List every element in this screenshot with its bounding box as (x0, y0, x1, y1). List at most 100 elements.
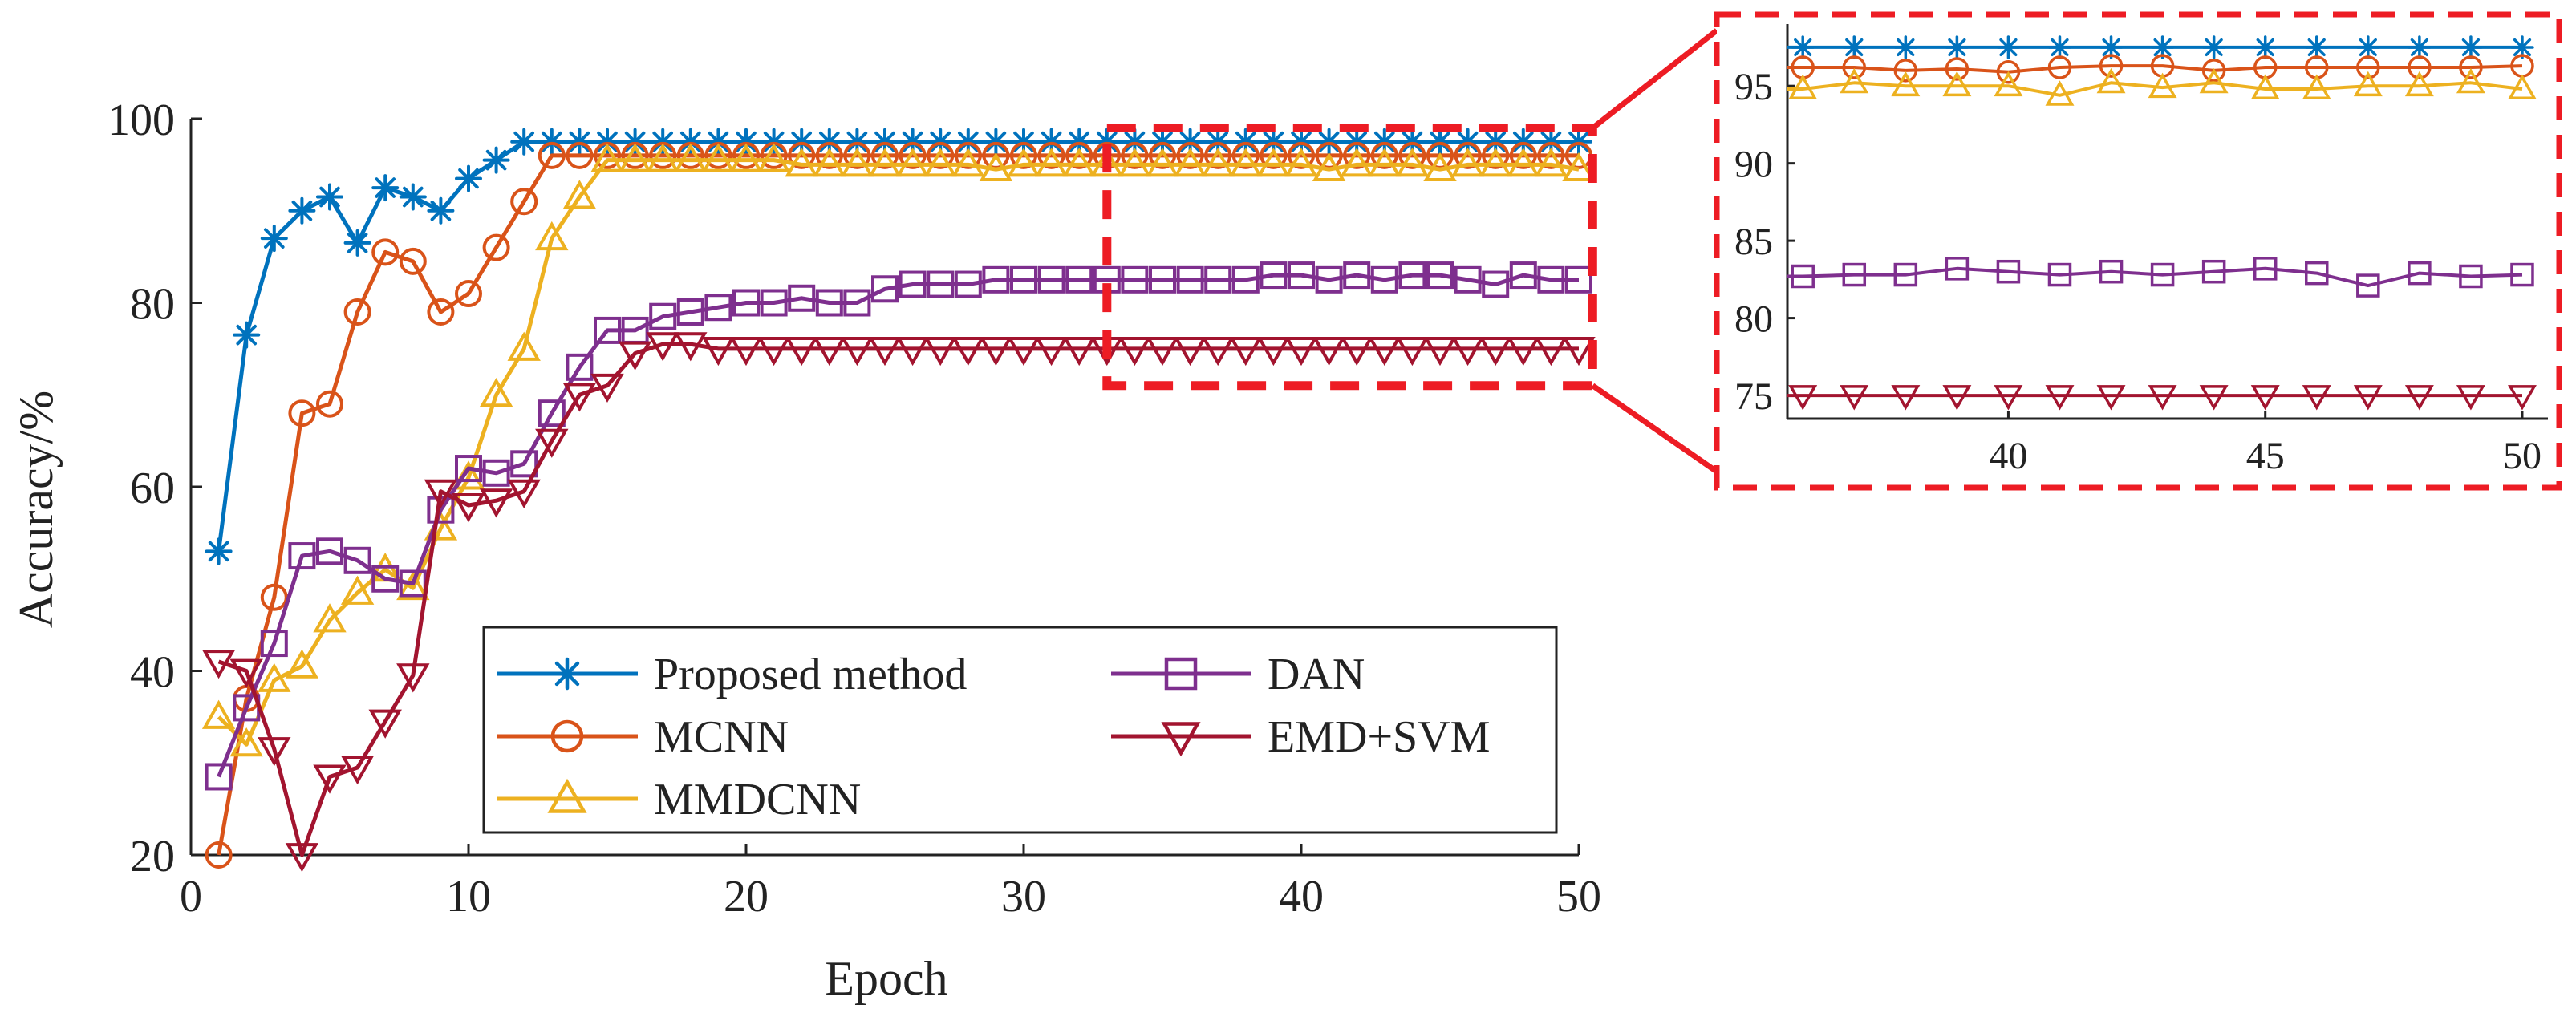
inset-data-point (1788, 385, 1818, 411)
inset-data-point (2201, 35, 2226, 59)
data-point (1149, 141, 1176, 169)
y-axis-label: Accuracy/% (10, 391, 63, 628)
data-point (535, 428, 569, 458)
data-point (757, 143, 791, 172)
data-point (1398, 261, 1426, 290)
data-point (1398, 141, 1426, 169)
inset-data-point (2508, 74, 2537, 99)
data-point (1146, 336, 1179, 367)
legend-box (482, 626, 1558, 834)
main-x-tick-label: 40 (1279, 872, 1324, 922)
main-axes (189, 117, 1580, 857)
inset-data-point (1842, 262, 1867, 287)
inset-data-point (2404, 385, 2434, 411)
inset-data-point (2459, 264, 2483, 289)
data-point (260, 583, 288, 611)
data-point (868, 336, 902, 367)
data-point (1173, 148, 1207, 177)
inset-data-point (2045, 385, 2075, 411)
data-point (510, 128, 538, 156)
data-point (1010, 141, 1037, 169)
data-point (1201, 148, 1235, 177)
inset-data-point (2459, 55, 2483, 79)
data-point (618, 341, 652, 371)
inset-series-mmdcnn (1787, 67, 2537, 106)
data-point (871, 275, 899, 303)
data-point (1537, 265, 1565, 294)
data-point (1343, 261, 1371, 290)
data-point (1065, 141, 1093, 169)
zoom-connector-top (1591, 28, 1719, 131)
inset-data-point (1942, 385, 1972, 411)
data-point (674, 143, 708, 172)
legend-item-emd-svm: EMD+SVM (1111, 712, 1490, 762)
data-point (979, 336, 1013, 367)
inset-data-point (2201, 59, 2226, 83)
inset-data-point (2045, 80, 2075, 106)
inset-data-point (1788, 74, 1818, 99)
data-point (701, 336, 736, 367)
data-point (258, 737, 291, 767)
data-point (899, 270, 927, 298)
data-point (813, 336, 846, 367)
data-point (1256, 336, 1291, 367)
inset-y-tick-label: 75 (1734, 375, 1773, 418)
data-point (538, 128, 566, 156)
inset-data-point (2508, 385, 2537, 411)
inset-series-line-dan (1787, 266, 2523, 288)
data-point (368, 709, 402, 739)
inset-data-point (1994, 385, 2023, 411)
data-point (510, 450, 538, 478)
data-point (288, 542, 316, 570)
inset-y-tick-label: 85 (1734, 221, 1773, 263)
data-point (258, 662, 291, 692)
data-point (1315, 265, 1343, 294)
data-point (201, 650, 236, 679)
inset-data-point (1842, 35, 1867, 59)
data-point (843, 289, 871, 317)
data-point (899, 128, 927, 156)
main-y-tick-label: 20 (130, 832, 175, 881)
inset-data-point (1893, 35, 1918, 59)
data-point (1340, 148, 1373, 177)
inset-data-point (2353, 71, 2383, 97)
inset-data-point (2250, 385, 2280, 411)
data-point (813, 148, 846, 177)
data-point (1204, 265, 1232, 294)
inset-data-point (2459, 35, 2483, 59)
inset-data-point (1893, 59, 1918, 83)
inset-series-proposed-method (1787, 35, 2534, 59)
data-point (1368, 336, 1402, 367)
data-point (1229, 336, 1263, 367)
data-point (479, 488, 513, 518)
legend-label: EMD+SVM (1268, 712, 1490, 762)
series-proposed-method (205, 128, 1592, 565)
inset-data-point (1994, 71, 2023, 97)
data-point (982, 265, 1010, 294)
data-point (1037, 128, 1065, 156)
inset-data-point (1891, 71, 1921, 97)
x-axis-label: Epoch (825, 952, 947, 1005)
zoom-region (1102, 123, 1597, 391)
data-point (1229, 148, 1263, 177)
legend-marker (550, 657, 584, 691)
data-point (594, 128, 621, 156)
data-point (590, 373, 624, 403)
inset-series-line-mcnn (1787, 64, 2523, 74)
data-point (899, 141, 927, 169)
data-point (788, 141, 816, 169)
data-point (205, 537, 233, 565)
data-point (482, 233, 510, 261)
inset-data-point (2047, 35, 2072, 59)
inset-data-point (1840, 67, 1869, 94)
main-tick-labels: 0 10 20 30 40 50 20 40 60 80 100 (108, 95, 1601, 922)
data-point (1062, 336, 1096, 367)
inset-data-point (2408, 35, 2432, 59)
data-point (1260, 141, 1288, 169)
inset-x-tick-label: 45 (2246, 435, 2285, 477)
data-point (923, 336, 957, 367)
data-point (1010, 265, 1037, 294)
inset-data-point (2047, 55, 2072, 79)
data-point (1482, 141, 1510, 169)
inset-data-point (2305, 35, 2329, 59)
